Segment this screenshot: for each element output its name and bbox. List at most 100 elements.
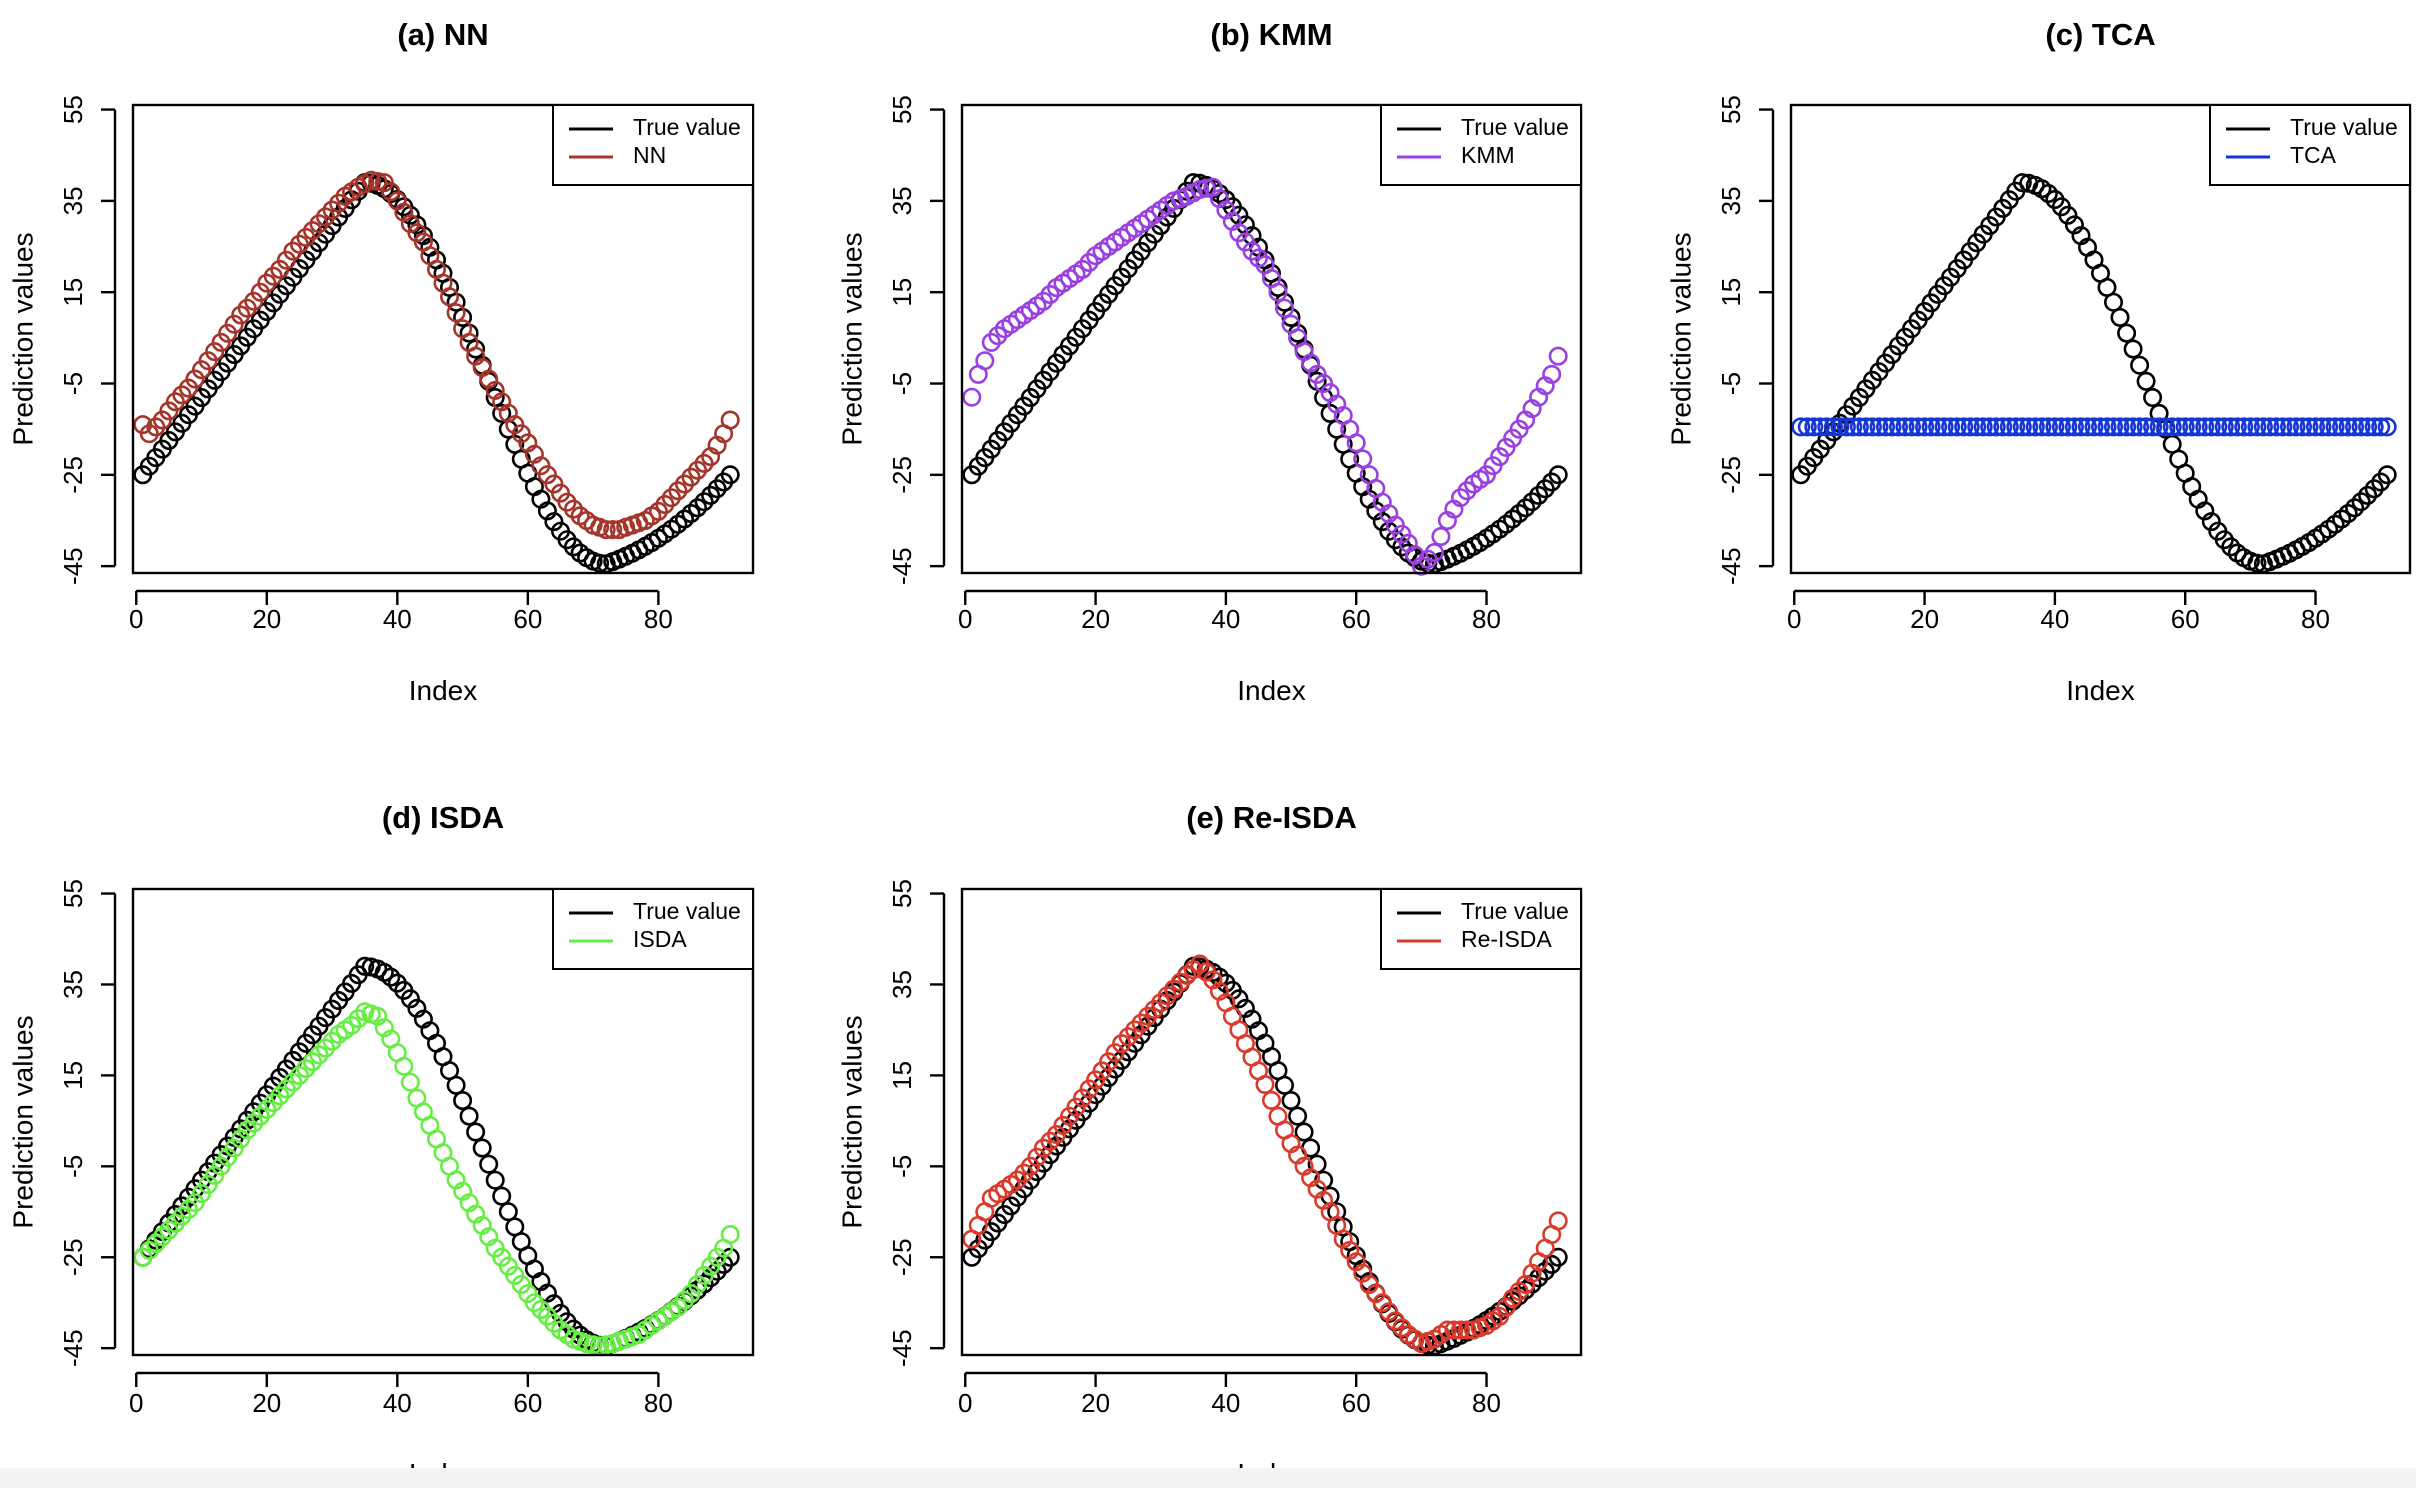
y-tick-label: -5 [58, 372, 88, 395]
data-point [1457, 1320, 1477, 1340]
data-point [1973, 417, 1993, 437]
y-tick-label: 35 [58, 186, 88, 215]
data-point [1797, 417, 1817, 437]
x-axis-label: Index [2066, 675, 2135, 706]
data-point [1190, 180, 1210, 200]
data-point [446, 303, 466, 323]
data-point [1451, 1320, 1471, 1340]
data-point [2358, 417, 2378, 437]
data-point [1862, 417, 1882, 437]
series-true-value [962, 173, 1568, 574]
y-axis-label: Prediction values [7, 1015, 38, 1228]
data-point [2351, 492, 2371, 512]
data-point [2293, 417, 2313, 437]
series-tca [1791, 417, 2397, 437]
data-point [1967, 417, 1987, 437]
panel-c: (c) TCA 0 20 40 60 80 Index -45 -25 -5 15 35 55 Predi… [1665, 17, 2412, 706]
data-point [1275, 298, 1295, 318]
data-point [1255, 1075, 1275, 1095]
data-point [2351, 417, 2371, 437]
data-point [1548, 465, 1568, 485]
y-tick-label: -25 [1716, 456, 1746, 494]
y-axis-label: Prediction values [1665, 232, 1696, 445]
y-tick-label: -45 [58, 547, 88, 585]
data-point [1882, 417, 1902, 437]
y-tick-label: -25 [58, 456, 88, 494]
data-point [492, 1186, 512, 1206]
data-point [577, 1334, 597, 1354]
x-axis-label: Index [1237, 675, 1306, 706]
data-point [2371, 417, 2391, 437]
data-point [2345, 417, 2365, 437]
panel-a: (a) NN 0 20 40 60 80 Index -45 -25 -5 15 35 55 Predic… [7, 17, 755, 706]
series-kmm [962, 177, 1568, 576]
data-point [2078, 417, 2098, 437]
data-point [1229, 989, 1249, 1009]
x-tick-label: 0 [958, 1388, 972, 1418]
data-point [2240, 417, 2260, 437]
data-point [701, 485, 721, 505]
data-point [2038, 184, 2058, 204]
data-point [1288, 1106, 1308, 1126]
data-point [2227, 417, 2247, 437]
data-point [1869, 417, 1889, 437]
data-point [1986, 417, 2006, 437]
x-tick-label: 60 [513, 1388, 542, 1418]
data-point [1791, 417, 1811, 437]
data-point [590, 553, 610, 573]
x-tick-label: 40 [1211, 604, 1240, 634]
x-tick-label: 80 [1472, 604, 1501, 634]
data-point [2208, 417, 2228, 437]
data-point [596, 520, 616, 540]
plot-frame [1789, 103, 2412, 575]
data-point [2338, 417, 2358, 437]
data-point [381, 967, 401, 987]
data-point [2156, 417, 2176, 437]
data-point [2136, 417, 2156, 437]
y-tick-label: 55 [58, 95, 88, 124]
data-point [2332, 417, 2352, 437]
data-point [2123, 417, 2143, 437]
data-point [453, 1091, 473, 1111]
y-tick-label: 55 [887, 95, 917, 124]
data-point [544, 512, 564, 532]
data-point [1999, 417, 2019, 437]
data-point [694, 492, 714, 512]
data-point [2273, 417, 2293, 437]
data-point [975, 351, 995, 371]
data-point [2012, 173, 2032, 193]
data-point [1928, 417, 1948, 437]
data-point [485, 1170, 505, 1190]
y-tick-label: 55 [58, 879, 88, 908]
x-tick-label: 40 [2040, 604, 2069, 634]
y-tick-label: 15 [887, 1061, 917, 1090]
data-point [2325, 417, 2345, 437]
y-tick-label: -45 [1716, 547, 1746, 585]
panel-d: (d) ISDA020406080Index-45-25-5153555Pred… [7, 800, 755, 1489]
data-point [1281, 1091, 1301, 1111]
data-point [1275, 1075, 1295, 1095]
data-point [2071, 417, 2091, 437]
y-axis-label: Prediction values [836, 1015, 867, 1228]
x-tick-label: 0 [129, 1388, 143, 1418]
x-tick-label: 40 [383, 604, 412, 634]
data-point [1548, 1247, 1568, 1267]
data-point [2097, 417, 2117, 437]
data-point [1960, 417, 1980, 437]
data-point [2260, 417, 2280, 437]
data-point [2012, 417, 2032, 437]
y-tick-label: 15 [1716, 278, 1746, 307]
data-point [2019, 417, 2039, 437]
y-tick-label: -25 [887, 456, 917, 494]
data-point [1954, 417, 1974, 437]
data-point [2058, 417, 2078, 437]
y-axis-label: Prediction values [836, 232, 867, 445]
y-tick-label: 55 [887, 879, 917, 908]
data-point [720, 410, 740, 430]
data-point [2162, 417, 2182, 437]
data-point [2064, 417, 2084, 437]
y-tick-label: -25 [887, 1238, 917, 1276]
data-point [2195, 417, 2215, 437]
data-point [1353, 449, 1373, 469]
